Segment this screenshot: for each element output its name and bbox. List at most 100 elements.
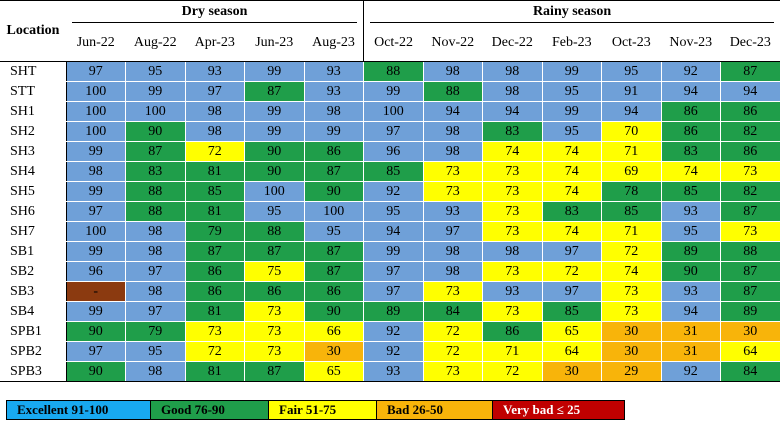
wqi-cell: 86 <box>185 281 245 302</box>
wqi-cell: 95 <box>661 221 722 242</box>
wqi-cell: 99 <box>125 81 186 102</box>
legend: Excellent 91-100 Good 76-90 Fair 51-75 B… <box>6 400 625 420</box>
table-row: SB2 96 97 86 75 87 97 98 73 72 74 90 87 <box>0 261 780 282</box>
wqi-cell: 86 <box>661 101 722 122</box>
wqi-cell: 72 <box>542 261 603 282</box>
table-row: SPB3 90 98 81 87 65 93 73 72 30 29 92 84 <box>0 361 780 382</box>
wqi-cell: 100 <box>66 81 126 102</box>
wqi-cell: 73 <box>185 321 245 342</box>
wqi-cell: 73 <box>601 301 662 322</box>
wqi-cell: 88 <box>363 61 424 82</box>
wqi-cell: 74 <box>542 181 603 202</box>
wqi-cell: 97 <box>542 281 603 302</box>
wqi-cell: 90 <box>244 161 305 182</box>
table-row: SH4 98 83 81 90 87 85 73 73 74 69 74 73 <box>0 161 780 182</box>
wqi-cell: 73 <box>482 301 543 322</box>
wqi-cell: 98 <box>423 61 484 82</box>
wqi-cell: 78 <box>601 181 662 202</box>
wqi-cell: 86 <box>720 141 780 162</box>
wqi-cell: 100 <box>304 201 365 222</box>
location-header: Location <box>0 0 66 62</box>
row-location-label: SH7 <box>0 221 67 242</box>
wqi-cell: 93 <box>423 201 484 222</box>
wqi-cell: 72 <box>423 321 484 342</box>
wqi-cell: 99 <box>244 61 305 82</box>
wqi-cell: 95 <box>542 121 603 142</box>
legend-good: Good 76-90 <box>151 401 269 419</box>
wqi-cell: 86 <box>661 121 722 142</box>
wqi-cell: 98 <box>185 121 245 142</box>
wqi-cell: 89 <box>363 301 424 322</box>
wqi-cell: 84 <box>423 301 484 322</box>
table-row: SH6 97 88 81 95 100 95 93 73 83 85 93 87 <box>0 201 780 222</box>
wqi-cell: 97 <box>185 81 245 102</box>
wqi-cell: 85 <box>542 301 603 322</box>
wqi-cell: 73 <box>482 201 543 222</box>
wqi-cell: 97 <box>66 341 126 362</box>
table-row: SPB2 97 95 72 73 30 92 72 71 64 30 31 64 <box>0 341 780 362</box>
wqi-cell: 85 <box>363 161 424 182</box>
wqi-cell: 74 <box>661 161 722 182</box>
wqi-cell: 99 <box>66 141 126 162</box>
wqi-cell: 79 <box>125 321 186 342</box>
table-row: SH2 100 90 98 99 99 97 98 83 95 70 86 82 <box>0 121 780 142</box>
wqi-cell: 99 <box>304 121 365 142</box>
column-header: Nov-22 <box>423 25 483 62</box>
wqi-cell: 93 <box>304 61 365 82</box>
wqi-cell: 74 <box>542 141 603 162</box>
legend-very-bad: Very bad ≤ 25 <box>493 401 624 419</box>
wqi-cell: 98 <box>125 221 186 242</box>
table-row: STT 100 99 97 87 93 99 88 98 95 91 94 94 <box>0 81 780 102</box>
wqi-cell: 72 <box>185 141 245 162</box>
wqi-cell: 97 <box>66 61 126 82</box>
wqi-cell: 85 <box>601 201 662 222</box>
wqi-cell: 71 <box>482 341 543 362</box>
wqi-cell: 99 <box>542 101 603 122</box>
row-location-label: SH6 <box>0 201 67 222</box>
wqi-cell: 97 <box>363 281 424 302</box>
column-header: Apr-23 <box>185 25 245 62</box>
wqi-cell: 89 <box>661 241 722 262</box>
wqi-cell: 98 <box>482 61 543 82</box>
wqi-cell: - <box>66 281 126 302</box>
wqi-cell: 30 <box>720 321 780 342</box>
wqi-cell: 98 <box>185 101 245 122</box>
wqi-cell: 73 <box>720 161 780 182</box>
wqi-cell: 98 <box>66 161 126 182</box>
wqi-cell: 79 <box>185 221 245 242</box>
wqi-cell: 72 <box>601 241 662 262</box>
wqi-cell: 99 <box>542 61 603 82</box>
column-header: Oct-22 <box>363 25 424 62</box>
wqi-cell: 86 <box>185 261 245 282</box>
table-row: SH1 100 100 98 99 98 100 94 94 99 94 86 86 <box>0 101 780 122</box>
wqi-cell: 95 <box>363 201 424 222</box>
month-header-row: Jun-22 Aug-22 Apr-23 Jun-23 Aug-23 Oct-22 Nov-… <box>0 25 780 62</box>
wqi-cell: 90 <box>125 121 186 142</box>
row-location-label: SPB3 <box>0 361 67 382</box>
wqi-cell: 100 <box>66 101 126 122</box>
row-location-label: SH5 <box>0 181 67 202</box>
wqi-cell: 73 <box>423 281 484 302</box>
row-location-label: SB2 <box>0 261 67 282</box>
wqi-cell: 72 <box>423 341 484 362</box>
wqi-cell: 86 <box>482 321 543 342</box>
wqi-cell: 83 <box>542 201 603 222</box>
wqi-cell: 93 <box>661 281 722 302</box>
row-location-label: SH3 <box>0 141 67 162</box>
wqi-cell: 97 <box>363 121 424 142</box>
row-location-label: SB3 <box>0 281 67 302</box>
column-header: Jun-22 <box>66 25 126 62</box>
wqi-cell: 72 <box>185 341 245 362</box>
wqi-cell: 95 <box>304 221 365 242</box>
season-header-row: Location Dry season Rainy season <box>0 0 780 62</box>
rainy-season-header: Rainy season <box>363 0 780 25</box>
wqi-cell: 83 <box>482 121 543 142</box>
row-location-label: SHT <box>0 61 67 82</box>
wqi-cell: 89 <box>720 301 780 322</box>
wqi-cell: 73 <box>482 221 543 242</box>
wqi-cell: 88 <box>720 241 780 262</box>
wqi-cell: 88 <box>244 221 305 242</box>
row-location-label: SH2 <box>0 121 67 142</box>
column-header: Oct-23 <box>601 25 662 62</box>
wqi-cell: 73 <box>482 261 543 282</box>
